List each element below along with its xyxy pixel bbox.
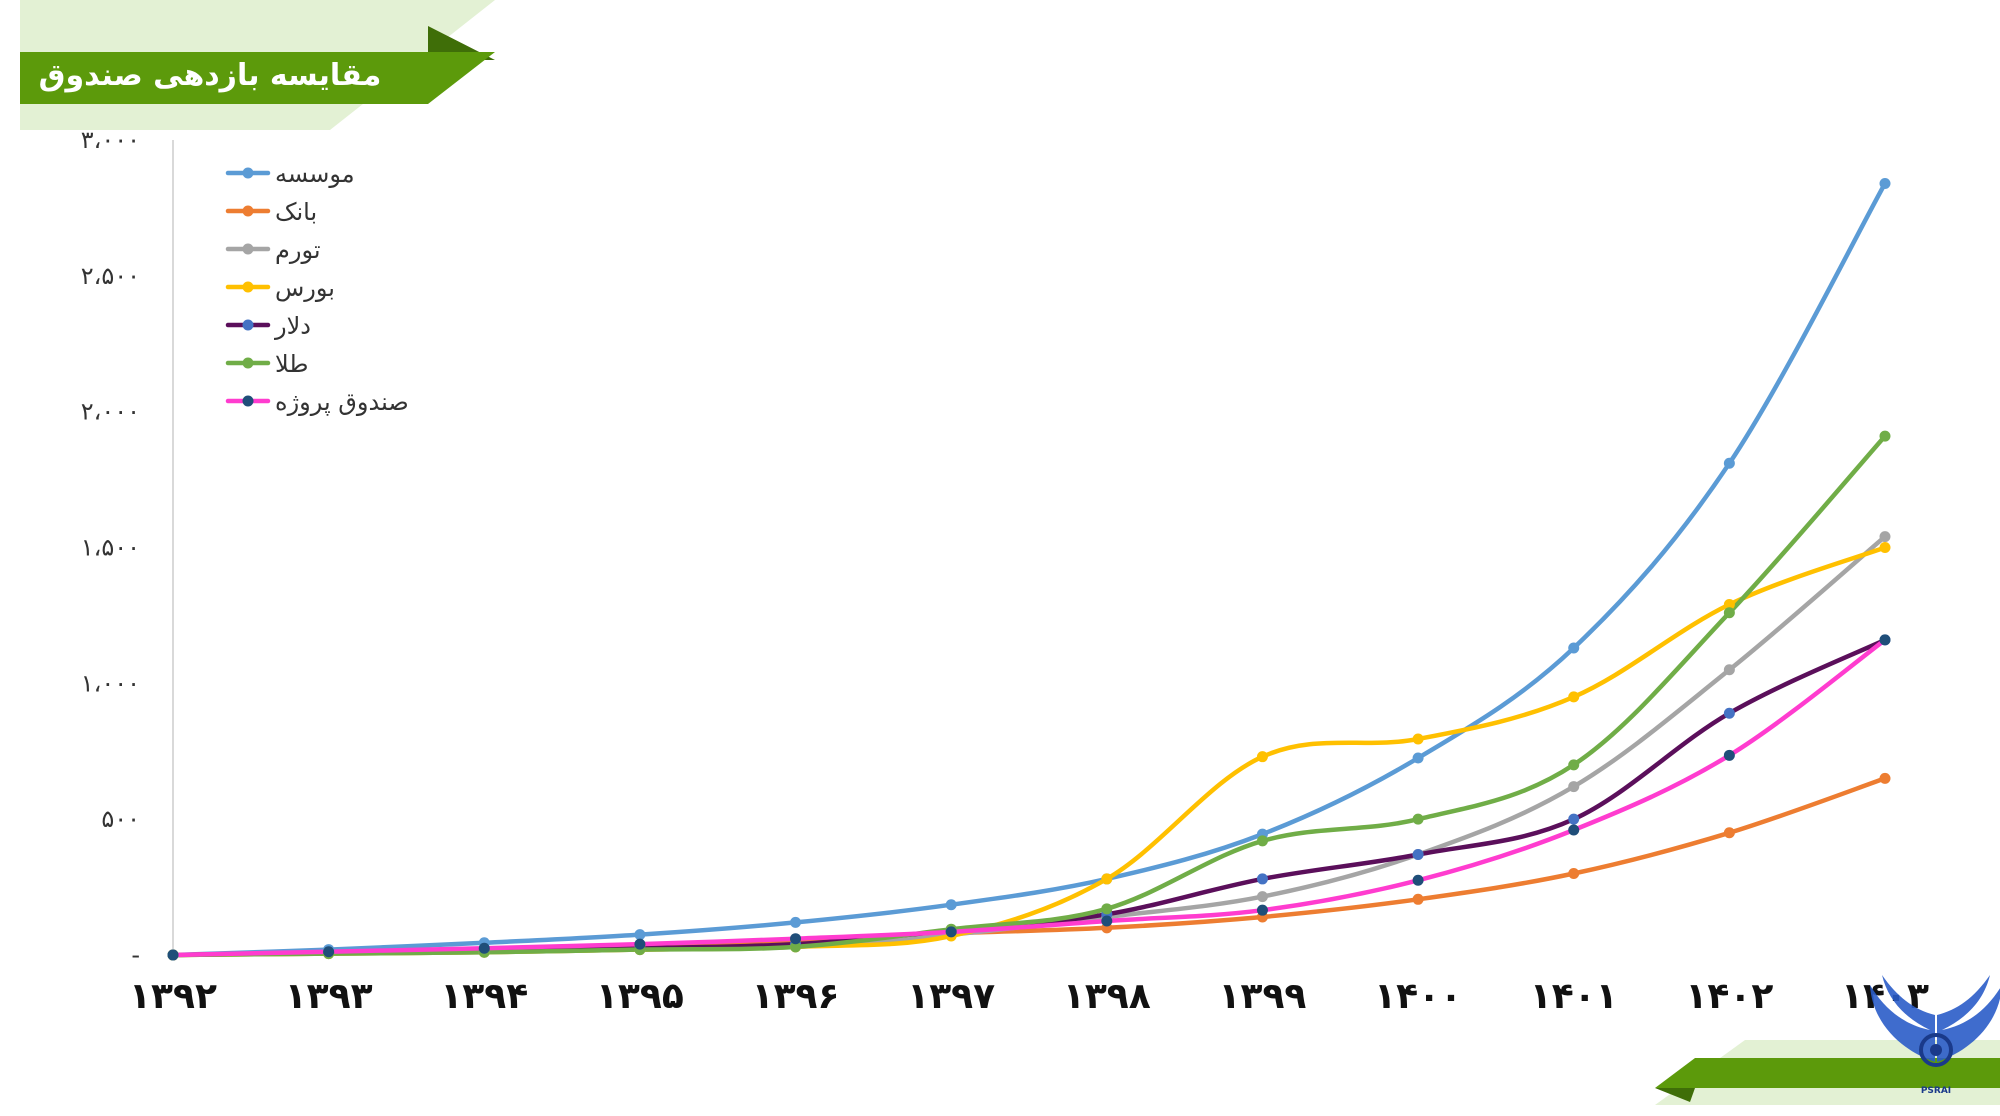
footer-bar-fold xyxy=(1655,1088,1695,1102)
data-point xyxy=(1101,915,1113,927)
data-point xyxy=(790,916,802,928)
data-point xyxy=(1568,781,1580,793)
data-point xyxy=(1568,691,1580,703)
data-point xyxy=(1723,607,1735,619)
x-tick-label: ۱۳۹۵ xyxy=(596,976,684,1017)
legend-swatch-marker xyxy=(242,281,254,293)
x-tick-label: ۱۳۹۶ xyxy=(752,976,840,1017)
data-point xyxy=(945,926,957,938)
title-bar-fold xyxy=(428,26,495,60)
data-point xyxy=(1256,873,1268,885)
x-tick-label: ۱۴۰۰ xyxy=(1374,976,1462,1017)
data-point xyxy=(634,929,646,941)
data-point xyxy=(1101,873,1113,885)
series-lines xyxy=(170,181,1888,958)
legend-label: طلا xyxy=(275,350,308,378)
x-tick-label: ۱۳۹۲ xyxy=(129,976,217,1017)
x-tick-label: ۱۴۰۲ xyxy=(1685,976,1773,1017)
legend-swatch-marker xyxy=(242,167,254,179)
wings-emblem-icon xyxy=(1870,975,2000,1067)
data-point xyxy=(1879,177,1891,189)
x-tick-label: ۱۳۹۸ xyxy=(1063,976,1151,1017)
series-line xyxy=(170,637,1888,958)
y-tick-label: - xyxy=(131,941,140,969)
y-tick-label: ۱،۰۰۰ xyxy=(81,669,140,697)
data-point xyxy=(1256,835,1268,847)
series-line xyxy=(170,637,1888,958)
legend: موسسه بانک تورم بورس دلار طلا صندوق پروژه xyxy=(225,160,409,416)
series-line xyxy=(170,433,1888,958)
data-point xyxy=(1879,430,1891,442)
legend-label: بورس xyxy=(275,274,335,302)
data-point xyxy=(1412,848,1424,860)
data-point xyxy=(1256,904,1268,916)
legend-swatch-marker xyxy=(242,243,254,255)
data-point xyxy=(323,946,335,958)
data-point xyxy=(1568,824,1580,836)
y-tick-label: ۲،۰۰۰ xyxy=(81,398,140,426)
data-point xyxy=(1723,664,1735,676)
legend-swatch-marker xyxy=(242,357,254,369)
data-point xyxy=(790,941,802,953)
psrai-logo: PSRAI xyxy=(1870,975,2000,1096)
data-point xyxy=(1412,752,1424,764)
data-point xyxy=(1412,733,1424,745)
data-point xyxy=(1568,868,1580,879)
data-point xyxy=(1256,891,1268,903)
data-point xyxy=(1568,813,1580,825)
data-point xyxy=(167,949,179,961)
legend-label: تورم xyxy=(275,236,321,264)
data-point xyxy=(1723,827,1735,839)
data-point xyxy=(1879,772,1891,784)
data-point xyxy=(1568,642,1580,654)
data-point xyxy=(1101,903,1113,915)
series-line xyxy=(170,181,1888,958)
data-point xyxy=(1723,457,1735,469)
data-point xyxy=(1879,542,1891,553)
legend-label: صندوق پروژه xyxy=(275,388,409,416)
x-tick-labels: ۱۳۹۲ ۱۳۹۳ ۱۳۹۴ ۱۳۹۵ ۱۳۹۶ ۱۳۹۷ ۱۳۹۸ ۱۳۹۹ ۱۴۰۰ ۱۴۰۱… xyxy=(129,976,1929,1017)
data-point xyxy=(1568,759,1580,771)
legend-label: دلار xyxy=(274,312,311,340)
title-bar xyxy=(20,52,495,104)
legend-label: موسسه xyxy=(275,160,355,188)
series-markers xyxy=(167,177,1891,961)
x-tick-label: ۱۳۹۷ xyxy=(907,976,995,1017)
x-tick-label: ۱۳۹۳ xyxy=(285,976,373,1017)
data-point xyxy=(1723,749,1735,761)
legend-label: بانک xyxy=(275,198,317,226)
y-tick-label: ۲،۵۰۰ xyxy=(81,262,140,290)
y-tick-label: ۵۰۰ xyxy=(101,805,140,833)
footer-bar xyxy=(1655,1058,2000,1088)
data-point xyxy=(790,933,802,945)
data-point xyxy=(1723,707,1735,719)
data-point xyxy=(1412,893,1424,905)
data-point xyxy=(478,942,490,954)
data-point xyxy=(1412,874,1424,886)
page-title: مقایسه بازدهی صندوق xyxy=(38,58,382,93)
y-tick-label: ۱،۵۰۰ xyxy=(81,534,140,562)
x-tick-label: ۱۴۰۱ xyxy=(1530,976,1618,1017)
data-point xyxy=(1412,813,1424,825)
data-point xyxy=(1879,531,1891,543)
logo-caption: PSRAI xyxy=(1921,1086,1951,1096)
legend-swatch-marker xyxy=(242,395,254,407)
legend-swatch-marker xyxy=(242,319,254,331)
x-tick-label: ۱۳۹۴ xyxy=(440,976,528,1017)
data-point xyxy=(1879,634,1891,646)
data-point xyxy=(1723,599,1735,611)
data-point xyxy=(634,938,646,950)
y-tick-labels: - ۵۰۰ ۱،۰۰۰ ۱،۵۰۰ ۲،۰۰۰ ۲،۵۰۰ ۳،۰۰۰ xyxy=(81,126,140,969)
x-tick-label: ۱۳۹۹ xyxy=(1219,976,1307,1017)
y-tick-label: ۳،۰۰۰ xyxy=(81,126,140,154)
legend-swatch-marker xyxy=(242,205,254,217)
data-point xyxy=(1256,751,1268,763)
data-point xyxy=(945,899,957,911)
